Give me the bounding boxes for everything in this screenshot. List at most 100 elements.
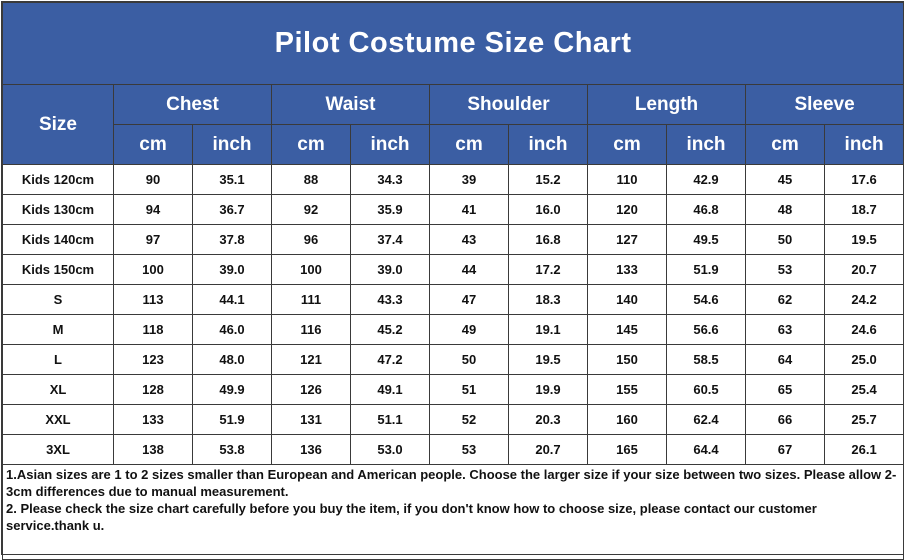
length-cm-header: cm	[587, 124, 667, 165]
value-cell: 90	[113, 164, 193, 195]
value-cell: 42.9	[666, 164, 746, 195]
value-cell: 46.0	[192, 314, 272, 345]
value-cell: 58.5	[666, 344, 746, 375]
value-cell: 25.0	[823, 344, 905, 375]
value-cell: 45.2	[350, 314, 430, 345]
value-cell: 51.1	[350, 404, 430, 435]
value-cell: 138	[113, 434, 193, 465]
value-cell: 25.7	[823, 404, 905, 435]
value-cell: 16.0	[508, 194, 588, 225]
table-row: 3XL 138 53.8 136 53.0 53 20.7 165 64.4 6…	[2, 434, 905, 465]
value-cell: 100	[113, 254, 193, 285]
value-cell: 67	[745, 434, 825, 465]
value-cell: 133	[587, 254, 667, 285]
value-cell: 24.6	[823, 314, 905, 345]
value-cell: 48.0	[192, 344, 272, 375]
value-cell: 53	[429, 434, 509, 465]
table-row: XL 128 49.9 126 49.1 51 19.9 155 60.5 65…	[2, 374, 905, 405]
value-cell: 20.3	[508, 404, 588, 435]
chart-title: Pilot Costume Size Chart	[1, 2, 905, 85]
value-cell: 19.5	[508, 344, 588, 375]
size-cell: XL	[2, 374, 114, 405]
table-row: M 118 46.0 116 45.2 49 19.1 145 56.6 63 …	[2, 314, 905, 345]
note-check-size-chart: 2. Please check the size chart carefully…	[6, 501, 817, 533]
value-cell: 64.4	[666, 434, 746, 465]
value-cell: 39.0	[192, 254, 272, 285]
size-cell: Kids 150cm	[2, 254, 114, 285]
value-cell: 62.4	[666, 404, 746, 435]
value-cell: 100	[271, 254, 351, 285]
value-cell: 65	[745, 374, 825, 405]
value-cell: 44.1	[192, 284, 272, 315]
sleeve-inch-header: inch	[823, 124, 905, 165]
value-cell: 62	[745, 284, 825, 315]
value-cell: 39	[429, 164, 509, 195]
value-cell: 116	[271, 314, 351, 345]
value-cell: 110	[587, 164, 667, 195]
table-row: Kids 150cm 100 39.0 100 39.0 44 17.2 133…	[2, 254, 905, 285]
value-cell: 121	[271, 344, 351, 375]
value-cell: 127	[587, 224, 667, 255]
value-cell: 50	[429, 344, 509, 375]
value-cell: 128	[113, 374, 193, 405]
value-cell: 25.4	[823, 374, 905, 405]
value-cell: 53	[745, 254, 825, 285]
value-cell: 96	[271, 224, 351, 255]
value-cell: 136	[271, 434, 351, 465]
value-cell: 35.1	[192, 164, 272, 195]
value-cell: 37.4	[350, 224, 430, 255]
value-cell: 43	[429, 224, 509, 255]
value-cell: 165	[587, 434, 667, 465]
value-cell: 94	[113, 194, 193, 225]
value-cell: 63	[745, 314, 825, 345]
value-cell: 120	[587, 194, 667, 225]
value-cell: 39.0	[350, 254, 430, 285]
sleeve-cm-header: cm	[745, 124, 825, 165]
value-cell: 56.6	[666, 314, 746, 345]
value-cell: 150	[587, 344, 667, 375]
value-cell: 52	[429, 404, 509, 435]
size-cell: L	[2, 344, 114, 375]
value-cell: 15.2	[508, 164, 588, 195]
waist-cm-header: cm	[271, 124, 351, 165]
size-column-header: Size	[2, 84, 114, 165]
value-cell: 19.1	[508, 314, 588, 345]
value-cell: 17.6	[823, 164, 905, 195]
sleeve-header: Sleeve	[744, 84, 905, 125]
value-cell: 126	[271, 374, 351, 405]
value-cell: 41	[429, 194, 509, 225]
value-cell: 50	[745, 224, 825, 255]
value-cell: 54.6	[666, 284, 746, 315]
value-cell: 140	[587, 284, 667, 315]
chest-header: Chest	[113, 84, 272, 125]
size-cell: Kids 130cm	[2, 194, 114, 225]
value-cell: 43.3	[350, 284, 430, 315]
value-cell: 113	[113, 284, 193, 315]
value-cell: 48	[745, 194, 825, 225]
size-cell: M	[2, 314, 114, 345]
value-cell: 18.3	[508, 284, 588, 315]
value-cell: 53.0	[350, 434, 430, 465]
value-cell: 36.7	[192, 194, 272, 225]
table-row: Kids 140cm 97 37.8 96 37.4 43 16.8 127 4…	[2, 224, 905, 255]
value-cell: 155	[587, 374, 667, 405]
size-cell: Kids 120cm	[2, 164, 114, 195]
table-row: XXL 133 51.9 131 51.1 52 20.3 160 62.4 6…	[2, 404, 905, 435]
value-cell: 118	[113, 314, 193, 345]
size-cell: S	[2, 284, 114, 315]
value-cell: 53.8	[192, 434, 272, 465]
value-cell: 97	[113, 224, 193, 255]
value-cell: 51.9	[666, 254, 746, 285]
waist-header: Waist	[271, 84, 430, 125]
value-cell: 44	[429, 254, 509, 285]
value-cell: 24.2	[823, 284, 905, 315]
shoulder-header: Shoulder	[429, 84, 588, 125]
value-cell: 123	[113, 344, 193, 375]
table-row: Kids 130cm 94 36.7 92 35.9 41 16.0 120 4…	[2, 194, 905, 225]
shoulder-inch-header: inch	[508, 124, 588, 165]
value-cell: 66	[745, 404, 825, 435]
value-cell: 51	[429, 374, 509, 405]
value-cell: 26.1	[823, 434, 905, 465]
value-cell: 17.2	[508, 254, 588, 285]
